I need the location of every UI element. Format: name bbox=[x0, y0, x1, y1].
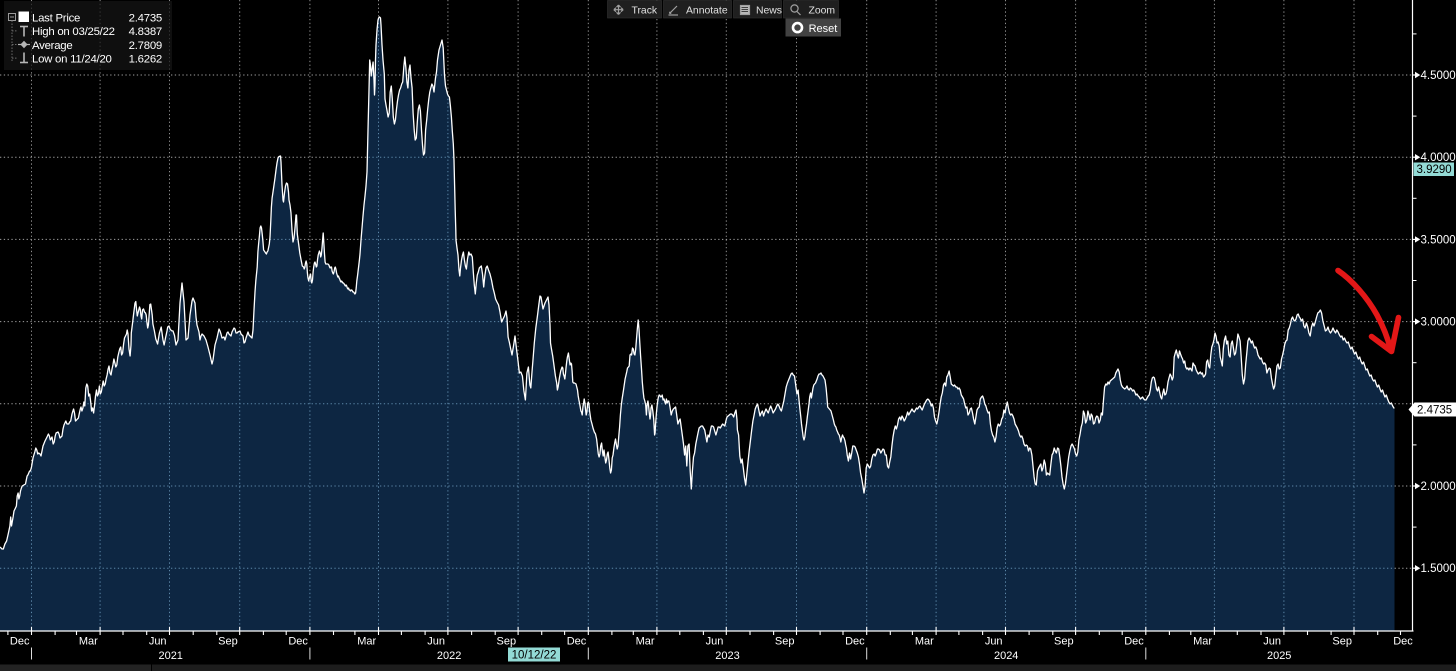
svg-text:4.8387: 4.8387 bbox=[129, 26, 162, 38]
svg-text:2022: 2022 bbox=[437, 650, 461, 662]
svg-text:10/12/22: 10/12/22 bbox=[512, 650, 557, 662]
svg-text:Mar: Mar bbox=[915, 636, 934, 648]
svg-text:Dec: Dec bbox=[10, 636, 30, 648]
svg-text:Jun: Jun bbox=[1263, 636, 1281, 648]
svg-text:2024: 2024 bbox=[994, 650, 1018, 662]
svg-text:Sep: Sep bbox=[497, 636, 517, 648]
svg-text:News: News bbox=[756, 5, 782, 16]
svg-text:High on 03/25/22: High on 03/25/22 bbox=[32, 26, 115, 38]
svg-text:Mar: Mar bbox=[1193, 636, 1212, 648]
svg-text:Dec: Dec bbox=[845, 636, 865, 648]
svg-text:4.5000: 4.5000 bbox=[1421, 70, 1456, 82]
svg-text:3.0000: 3.0000 bbox=[1421, 317, 1456, 329]
svg-text:Jun: Jun bbox=[706, 636, 724, 648]
svg-text:Dec: Dec bbox=[1124, 636, 1144, 648]
svg-text:Track: Track bbox=[632, 5, 658, 16]
svg-text:Sep: Sep bbox=[775, 636, 795, 648]
svg-text:3.9290: 3.9290 bbox=[1417, 164, 1452, 176]
svg-text:Dec: Dec bbox=[567, 636, 587, 648]
svg-text:2.0000: 2.0000 bbox=[1421, 481, 1456, 493]
svg-text:Mar: Mar bbox=[357, 636, 376, 648]
svg-text:2.4735: 2.4735 bbox=[129, 13, 162, 25]
svg-text:Jun: Jun bbox=[149, 636, 167, 648]
svg-text:2.7809: 2.7809 bbox=[129, 40, 162, 52]
svg-text:4.0000: 4.0000 bbox=[1421, 152, 1456, 164]
svg-text:3.5000: 3.5000 bbox=[1421, 234, 1456, 246]
svg-text:Average: Average bbox=[32, 40, 72, 52]
svg-text:Jun: Jun bbox=[985, 636, 1003, 648]
svg-text:1.5000: 1.5000 bbox=[1421, 563, 1456, 575]
svg-text:Sep: Sep bbox=[1332, 636, 1352, 648]
svg-text:Annotate: Annotate bbox=[686, 5, 728, 16]
svg-text:Jun: Jun bbox=[427, 636, 445, 648]
svg-text:Low on 11/24/20: Low on 11/24/20 bbox=[32, 53, 112, 65]
svg-text:Zoom: Zoom bbox=[809, 5, 836, 16]
svg-text:Dec: Dec bbox=[288, 636, 308, 648]
svg-text:Sep: Sep bbox=[1054, 636, 1074, 648]
svg-text:2023: 2023 bbox=[715, 650, 739, 662]
svg-text:Mar: Mar bbox=[636, 636, 655, 648]
svg-text:Last Price: Last Price bbox=[32, 13, 80, 25]
svg-text:Dec: Dec bbox=[1393, 636, 1413, 648]
svg-text:2025: 2025 bbox=[1267, 650, 1291, 662]
svg-text:Sep: Sep bbox=[218, 636, 238, 648]
svg-text:Mar: Mar bbox=[79, 636, 98, 648]
svg-text:1.6262: 1.6262 bbox=[129, 53, 162, 65]
svg-text:2.4735: 2.4735 bbox=[1417, 404, 1452, 416]
svg-text:2021: 2021 bbox=[158, 650, 182, 662]
svg-text:Reset: Reset bbox=[809, 23, 838, 35]
